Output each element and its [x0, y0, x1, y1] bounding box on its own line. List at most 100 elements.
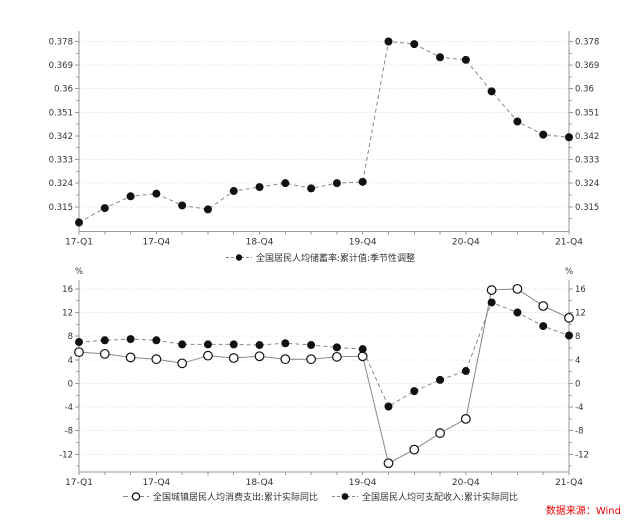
- x-tick-label: 17-Q1: [65, 478, 93, 488]
- data-point: [410, 40, 419, 49]
- data-point: [513, 308, 522, 317]
- y-tick-label-right: 0: [575, 379, 580, 389]
- data-point: [178, 340, 187, 349]
- data-point: [436, 53, 445, 62]
- data-point: [565, 331, 573, 340]
- data-point: [332, 343, 341, 352]
- y-tick-label-left: 0.342: [49, 132, 73, 142]
- data-point: [125, 352, 136, 363]
- data-point: [460, 413, 471, 424]
- data-point: [487, 298, 496, 307]
- y-tick-label-left: 0.333: [49, 156, 73, 166]
- data-point: [384, 402, 393, 411]
- income-consumption-chart: -12 -12 -8 -8 -4 -4 0 0 4 4 8 8 12 12 16 16 17-Q1 17-Q4 18…: [59, 267, 589, 488]
- data-point: [358, 177, 367, 186]
- y-tick-label-right: 8: [575, 332, 580, 342]
- y-axis-unit-label: %: [75, 267, 83, 277]
- data-point: [512, 283, 523, 294]
- data-point: [384, 37, 393, 46]
- data-point: [357, 351, 368, 362]
- data-point: [152, 336, 161, 345]
- y-tick-label-left: 0.351: [49, 108, 73, 118]
- x-tick-label: 19-Q4: [349, 478, 377, 488]
- data-point: [229, 340, 238, 349]
- data-point: [409, 444, 420, 455]
- data-point: [331, 351, 342, 362]
- data-point: [565, 133, 573, 142]
- y-tick-label-left: 4: [68, 356, 73, 366]
- data-point: [75, 218, 83, 227]
- data-point: [100, 336, 109, 345]
- y-tick-label-right: -4: [575, 403, 583, 413]
- y-tick-label-left: 12: [62, 309, 73, 319]
- y-tick-label-left: 0.369: [49, 61, 73, 71]
- y-tick-label-left: 0.36: [54, 85, 73, 95]
- x-tick-label: 17-Q1: [65, 238, 93, 248]
- y-tick-label-right: 0.351: [575, 108, 599, 118]
- data-point: [203, 340, 212, 349]
- data-point: [255, 183, 264, 192]
- y-tick-label-right: 0.36: [575, 85, 594, 95]
- x-tick-label: 17-Q4: [142, 238, 170, 248]
- data-point: [410, 387, 419, 396]
- data-point: [74, 347, 84, 358]
- y-tick-label-right: 0.333: [575, 156, 599, 166]
- data-point: [487, 87, 496, 96]
- x-tick-label: 19-Q4: [349, 238, 377, 248]
- y-tick-label-left: 0: [68, 379, 73, 389]
- data-point: [254, 351, 265, 362]
- y-tick-label-left: -12: [59, 450, 73, 460]
- y-tick-label-right: 0.369: [575, 61, 599, 71]
- data-point: [539, 322, 548, 331]
- series-line-0: [78, 288, 570, 464]
- data-point: [126, 192, 135, 201]
- data-point: [486, 285, 497, 295]
- data-point: [436, 375, 445, 384]
- data-point: [461, 55, 470, 64]
- y-tick-label-left: -4: [65, 403, 73, 413]
- data-point: [229, 187, 238, 196]
- data-point: [255, 341, 264, 350]
- data-point: [280, 354, 291, 365]
- data-point: [307, 341, 316, 350]
- data-point: [435, 428, 445, 438]
- data-point: [358, 345, 367, 354]
- y-tick-label-right: 12: [575, 309, 586, 319]
- y-tick-label-left: 0.324: [49, 179, 73, 189]
- x-tick-label: 20-Q4: [452, 478, 480, 488]
- series-line-1: [78, 301, 570, 408]
- x-tick-label: 17-Q4: [142, 478, 170, 488]
- data-point: [75, 338, 83, 347]
- y-tick-label-left: 0.378: [49, 37, 73, 47]
- y-tick-label-left: 0.315: [49, 203, 73, 213]
- x-tick-label: 20-Q4: [452, 238, 480, 248]
- y-tick-label-left: 16: [62, 285, 73, 295]
- data-point: [178, 201, 187, 210]
- data-point: [281, 179, 290, 188]
- savings-rate-chart: 0.315 0.315 0.324 0.324 0.333 0.333 0.342 0.342…: [49, 31, 599, 248]
- data-point: [539, 130, 548, 139]
- x-tick-label: 18-Q4: [246, 478, 274, 488]
- data-source-label: 数据来源：Wind: [545, 506, 621, 517]
- data-point: [383, 458, 394, 469]
- y-tick-label-right: -8: [575, 427, 583, 437]
- data-point: [306, 354, 317, 365]
- data-point: [281, 339, 290, 348]
- y-axis-unit-label: %: [565, 267, 573, 277]
- data-point: [126, 335, 135, 344]
- y-tick-label-right: 0.324: [575, 179, 599, 189]
- series-line-0: [78, 40, 570, 223]
- y-tick-label-left: 8: [68, 332, 73, 342]
- data-point: [513, 117, 522, 126]
- data-point: [151, 354, 162, 365]
- data-point: [228, 353, 239, 363]
- data-point: [461, 367, 470, 376]
- data-point: [564, 312, 574, 323]
- y-tick-label-right: -12: [575, 450, 589, 460]
- y-tick-label-right: 0.378: [575, 37, 599, 47]
- y-tick-label-right: 16: [575, 285, 586, 295]
- data-point: [152, 189, 161, 198]
- data-point: [203, 205, 212, 214]
